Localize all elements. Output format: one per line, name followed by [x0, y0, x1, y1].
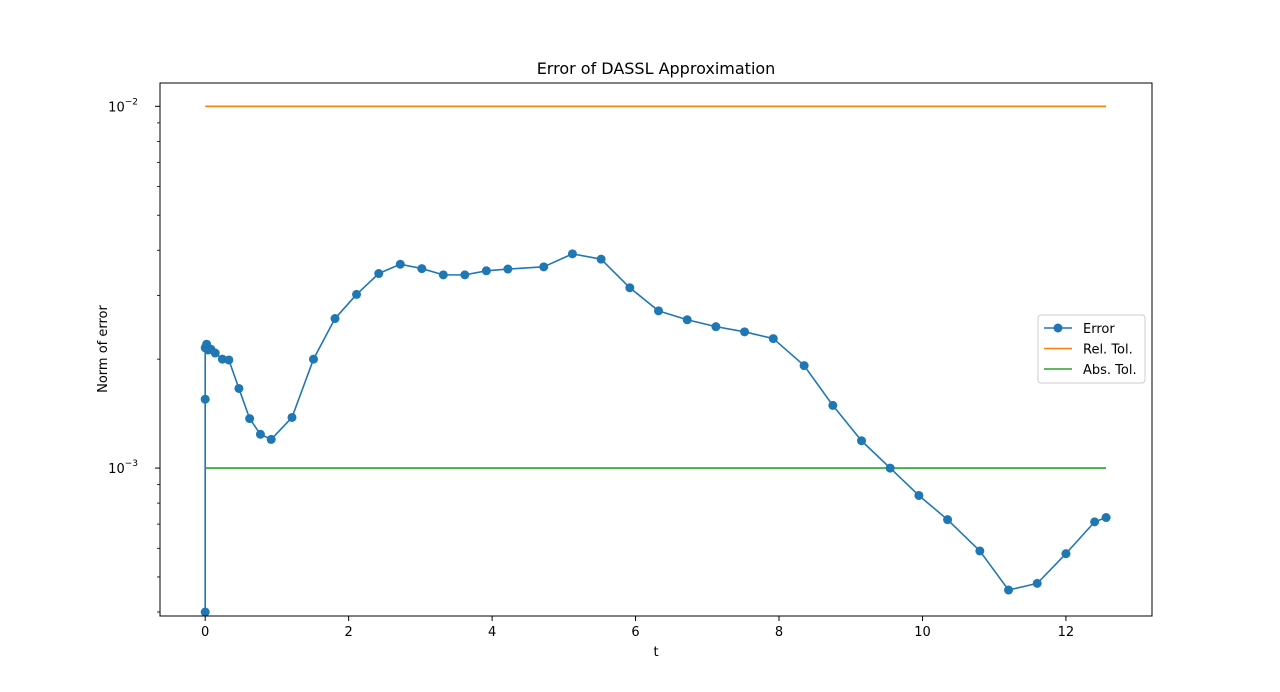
legend-entries: Error Rel. Tol. Abs. Tol. — [1044, 322, 1137, 378]
data-point — [1032, 578, 1042, 588]
data-point — [975, 546, 985, 556]
data-point — [417, 264, 427, 274]
data-point — [287, 412, 297, 422]
plot-area — [159, 82, 1153, 617]
x-tick-label: 12 — [1058, 625, 1075, 640]
data-point — [596, 254, 606, 264]
x-tick-label: 8 — [775, 625, 783, 640]
legend-label-abs-tol: Abs. Tol. — [1083, 363, 1137, 378]
legend-marker — [1053, 323, 1063, 333]
data-point — [539, 262, 549, 272]
y-tick-label: 10−3 — [108, 459, 138, 477]
data-point — [503, 264, 513, 274]
data-point — [914, 490, 924, 500]
data-point — [224, 355, 234, 365]
y-axis-label: Norm of error — [96, 304, 111, 392]
y-axis: 10−2 10−3 — [108, 97, 160, 613]
data-point — [200, 607, 210, 617]
x-axis-label: t — [653, 645, 658, 660]
data-point — [857, 436, 866, 446]
data-point — [395, 259, 405, 269]
x-tick-label: 4 — [488, 625, 496, 640]
data-point — [711, 322, 721, 332]
legend-frame — [1037, 314, 1146, 384]
legend: Error Rel. Tol. Abs. Tol. — [1037, 314, 1146, 384]
data-point — [210, 348, 220, 358]
x-tick-label: 6 — [631, 625, 639, 640]
data-point — [200, 394, 210, 404]
data-point — [768, 334, 778, 344]
data-point — [234, 383, 244, 393]
series-layer — [200, 105, 1111, 617]
data-point — [682, 315, 692, 325]
data-point — [1004, 585, 1014, 595]
data-point — [567, 249, 577, 259]
data-point — [266, 434, 276, 444]
y-tick-label: 10−2 — [108, 97, 138, 115]
data-point — [330, 314, 340, 324]
data-point — [309, 354, 318, 364]
plot-frame — [159, 82, 1153, 617]
x-axis: 0 2 4 6 8 10 12 — [201, 616, 1074, 640]
x-tick-label: 0 — [201, 625, 209, 640]
data-point — [374, 269, 384, 279]
x-tick-label: 10 — [914, 625, 931, 640]
legend-label-error: Error — [1083, 322, 1115, 337]
chart-title: Error of DASSL Approximation — [537, 59, 776, 78]
data-point — [1101, 513, 1111, 523]
legend-label-rel-tol: Rel. Tol. — [1083, 343, 1133, 358]
data-point — [625, 283, 635, 293]
data-point — [1090, 517, 1100, 527]
data-point — [438, 270, 448, 280]
data-point — [799, 361, 809, 371]
data-point — [1061, 549, 1071, 559]
data-point — [245, 414, 255, 424]
data-point — [481, 266, 491, 276]
data-point — [943, 515, 953, 525]
data-point — [740, 327, 750, 337]
data-point — [654, 306, 664, 316]
data-point — [885, 463, 895, 473]
data-point — [255, 429, 265, 439]
data-point — [828, 400, 838, 410]
data-point — [352, 289, 362, 299]
data-point — [460, 270, 470, 280]
x-tick-label: 2 — [345, 625, 353, 640]
